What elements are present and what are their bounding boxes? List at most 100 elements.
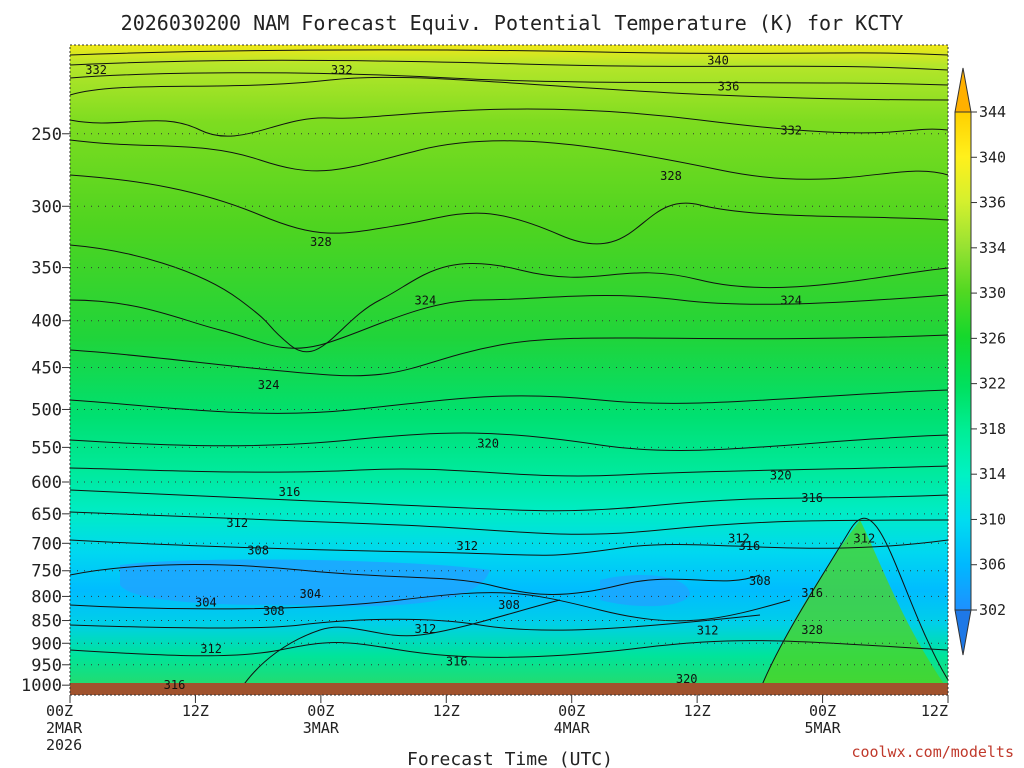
low-theta-e-pocket — [120, 559, 490, 607]
colorbar-ticks: 302 306 310 314 318 322 326 330 334 336 340 344 — [971, 103, 1006, 619]
colorbar-tick-label: 344 — [979, 103, 1006, 121]
y-tick-label: 950 — [31, 656, 62, 676]
colorbar-tick-label: 302 — [979, 601, 1006, 619]
y-tick-label: 500 — [31, 400, 62, 420]
y-tick-label: 700 — [31, 534, 62, 554]
contour-line — [70, 539, 948, 556]
contour-label: 312 — [728, 532, 750, 546]
colorbar-max-arrow — [954, 67, 972, 113]
x-tick-label: 3MAR — [303, 719, 340, 737]
colorbar-tick-label: 310 — [979, 510, 1006, 528]
x-tick-label: 12Z — [684, 702, 711, 720]
contour-line — [759, 517, 948, 691]
contour-label: 312 — [200, 642, 222, 656]
colorbar-tick-label: 340 — [979, 148, 1006, 166]
y-tick-label: 800 — [31, 587, 62, 607]
contour-label: 304 — [300, 587, 322, 601]
contour-label: 312 — [226, 516, 248, 530]
contour-label: 316 — [446, 654, 468, 668]
contour-line — [70, 72, 948, 86]
contour-label: 332 — [85, 63, 107, 77]
x-tick-label: 2MAR — [46, 719, 83, 737]
y-tick-label: 600 — [31, 473, 62, 493]
y-tick-label: 300 — [31, 197, 62, 217]
contour-line — [70, 294, 948, 349]
y-tick-label: 850 — [31, 612, 62, 632]
contour-line — [70, 174, 948, 245]
contour-label: 328 — [801, 623, 823, 637]
contour-label: 312 — [697, 624, 719, 638]
contour-label: 316 — [801, 491, 823, 505]
contour-label: 308 — [263, 604, 285, 618]
y-tick-label: 550 — [31, 438, 62, 458]
contour-label: 312 — [456, 539, 478, 553]
contour-label: 308 — [247, 544, 269, 558]
y-tick-label: 650 — [31, 505, 62, 525]
contour-line — [239, 599, 561, 691]
colorbar-min-arrow — [954, 609, 972, 656]
colorbar-tick-label: 326 — [979, 329, 1006, 347]
x-tick-label: 4MAR — [554, 719, 591, 737]
y-tick-label: 450 — [31, 359, 62, 379]
x-tick-label: 00Z — [809, 702, 836, 720]
y-tick-label: 250 — [31, 125, 62, 145]
contour-label: 340 — [707, 54, 729, 68]
y-tick-label: 350 — [31, 259, 62, 279]
contour-label: 312 — [854, 532, 876, 546]
contour-line — [70, 244, 948, 353]
contour-line — [70, 564, 761, 595]
chart-title: 2026030200 NAM Forecast Equiv. Potential… — [121, 11, 904, 35]
x-tick-label: 00Z — [558, 702, 585, 720]
contour-label: 328 — [660, 169, 682, 183]
low-theta-e-pocket — [600, 575, 690, 607]
contour-line — [70, 511, 948, 535]
contour-label: 304 — [195, 595, 217, 609]
contour-line — [70, 614, 761, 631]
contour-label: 324 — [258, 378, 280, 392]
y-tick-label: 900 — [31, 634, 62, 654]
contour-line — [70, 592, 791, 622]
pressure-axis: 2503003504004505005506006507007508008509… — [21, 125, 70, 696]
contour-lines — [70, 49, 948, 691]
contour-line — [70, 465, 948, 477]
colorbar-tick-label: 330 — [979, 284, 1006, 302]
x-tick-label: 5MAR — [805, 719, 842, 737]
contour-label: 320 — [676, 672, 698, 686]
contour-label: 320 — [770, 468, 792, 482]
contour-line — [70, 640, 948, 658]
colorbar: 302 306 310 314 318 322 326 330 334 336 340 344 — [954, 67, 1006, 656]
colorbar-tick-label: 314 — [979, 465, 1006, 483]
x-tick-label: 12Z — [182, 702, 209, 720]
x-tick-label: 12Z — [433, 702, 460, 720]
x-tick-label: 2026 — [46, 736, 82, 754]
contour-label: 308 — [749, 574, 771, 588]
contour-label: 320 — [477, 437, 499, 451]
colorbar-tick-label: 334 — [979, 239, 1006, 257]
contour-label: 316 — [739, 539, 761, 553]
contour-label: 328 — [310, 235, 332, 249]
contour-line — [70, 139, 948, 180]
y-tick-label: 750 — [31, 562, 62, 582]
contour-line — [70, 389, 948, 414]
contour-label: 316 — [279, 485, 301, 499]
y-tick-label: 1000 — [21, 676, 62, 696]
contour-line — [70, 59, 948, 71]
contour-label: 316 — [164, 678, 186, 692]
credit-link[interactable]: coolwx.com/modelts — [851, 743, 1014, 761]
colorbar-tick-label: 322 — [979, 375, 1006, 393]
contour-label: 312 — [415, 622, 437, 636]
x-tick-label: 12Z — [921, 702, 948, 720]
colorbar-tick-label: 306 — [979, 556, 1006, 574]
contour-label: 324 — [780, 293, 802, 307]
colorbar-gradient — [954, 111, 972, 611]
x-tick-label: 00Z — [46, 702, 73, 720]
contour-label: 324 — [415, 293, 437, 307]
x-axis-label: Forecast Time (UTC) — [407, 749, 613, 768]
contour-line — [70, 432, 948, 451]
colorbar-tick-label: 336 — [979, 194, 1006, 212]
contour-line — [70, 76, 948, 101]
